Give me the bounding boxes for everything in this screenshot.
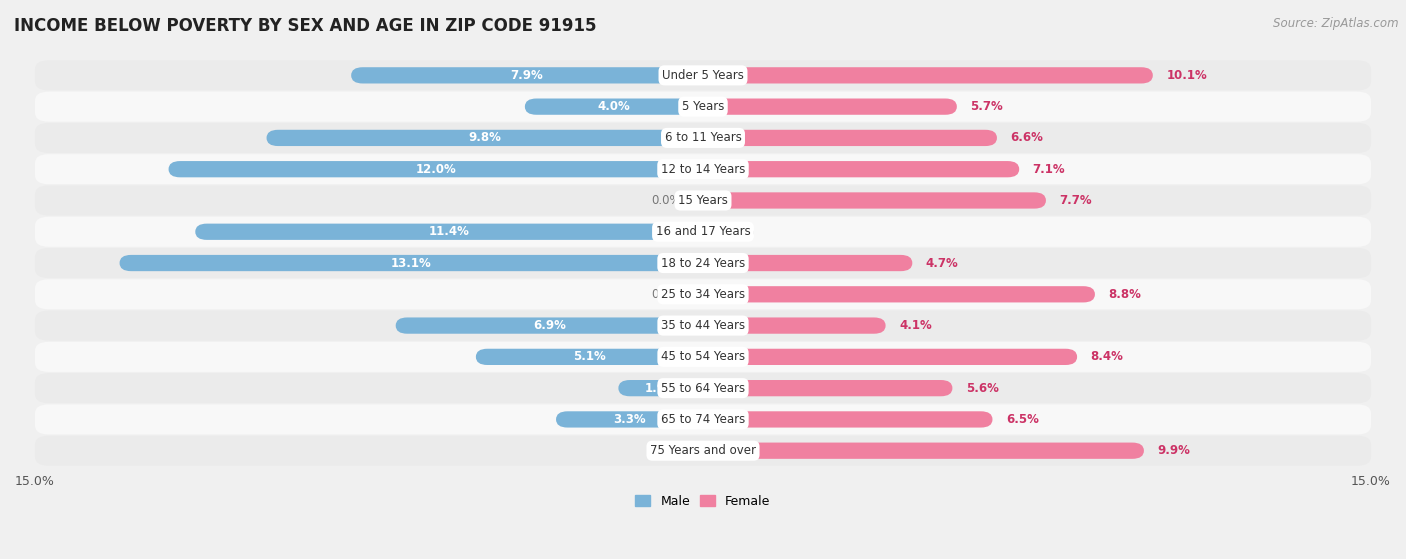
FancyBboxPatch shape <box>703 161 1019 177</box>
FancyBboxPatch shape <box>703 98 957 115</box>
Text: 7.9%: 7.9% <box>510 69 544 82</box>
Text: 3.3%: 3.3% <box>613 413 645 426</box>
FancyBboxPatch shape <box>703 318 886 334</box>
FancyBboxPatch shape <box>395 318 703 334</box>
Text: 5.1%: 5.1% <box>574 350 606 363</box>
Text: 75 Years and over: 75 Years and over <box>650 444 756 457</box>
Text: 9.8%: 9.8% <box>468 131 501 144</box>
Text: 8.4%: 8.4% <box>1091 350 1123 363</box>
Text: 7.1%: 7.1% <box>1032 163 1066 176</box>
Text: 1.9%: 1.9% <box>644 382 678 395</box>
FancyBboxPatch shape <box>169 161 703 177</box>
FancyBboxPatch shape <box>524 98 703 115</box>
FancyBboxPatch shape <box>703 255 912 271</box>
FancyBboxPatch shape <box>703 411 993 428</box>
FancyBboxPatch shape <box>35 92 1371 122</box>
Text: 18 to 24 Years: 18 to 24 Years <box>661 257 745 269</box>
Text: 65 to 74 Years: 65 to 74 Years <box>661 413 745 426</box>
FancyBboxPatch shape <box>35 60 1371 91</box>
Text: 0.0%: 0.0% <box>651 288 681 301</box>
Text: 6.9%: 6.9% <box>533 319 565 332</box>
Text: 6.5%: 6.5% <box>1005 413 1039 426</box>
Text: 0.0%: 0.0% <box>651 194 681 207</box>
Text: 25 to 34 Years: 25 to 34 Years <box>661 288 745 301</box>
FancyBboxPatch shape <box>35 248 1371 278</box>
FancyBboxPatch shape <box>120 255 703 271</box>
Text: 5.7%: 5.7% <box>970 100 1002 113</box>
Text: 4.7%: 4.7% <box>925 257 959 269</box>
FancyBboxPatch shape <box>195 224 703 240</box>
FancyBboxPatch shape <box>703 67 1153 83</box>
Text: 9.9%: 9.9% <box>1157 444 1189 457</box>
FancyBboxPatch shape <box>703 224 721 240</box>
Text: 5.6%: 5.6% <box>966 382 998 395</box>
Legend: Male, Female: Male, Female <box>630 490 776 513</box>
Text: 6 to 11 Years: 6 to 11 Years <box>665 131 741 144</box>
Text: 0.0%: 0.0% <box>651 444 681 457</box>
Text: 35 to 44 Years: 35 to 44 Years <box>661 319 745 332</box>
Text: 7.7%: 7.7% <box>1059 194 1092 207</box>
FancyBboxPatch shape <box>703 349 1077 365</box>
FancyBboxPatch shape <box>35 154 1371 184</box>
FancyBboxPatch shape <box>35 280 1371 309</box>
FancyBboxPatch shape <box>685 443 703 459</box>
Text: 16 and 17 Years: 16 and 17 Years <box>655 225 751 238</box>
Text: 0.0%: 0.0% <box>725 225 755 238</box>
FancyBboxPatch shape <box>703 130 997 146</box>
FancyBboxPatch shape <box>35 311 1371 340</box>
Text: 55 to 64 Years: 55 to 64 Years <box>661 382 745 395</box>
Text: Source: ZipAtlas.com: Source: ZipAtlas.com <box>1274 17 1399 30</box>
Text: Under 5 Years: Under 5 Years <box>662 69 744 82</box>
FancyBboxPatch shape <box>35 435 1371 466</box>
FancyBboxPatch shape <box>619 380 703 396</box>
FancyBboxPatch shape <box>35 123 1371 153</box>
FancyBboxPatch shape <box>703 380 952 396</box>
Text: 11.4%: 11.4% <box>429 225 470 238</box>
Text: 12 to 14 Years: 12 to 14 Years <box>661 163 745 176</box>
Text: 13.1%: 13.1% <box>391 257 432 269</box>
FancyBboxPatch shape <box>703 443 1144 459</box>
FancyBboxPatch shape <box>35 342 1371 372</box>
FancyBboxPatch shape <box>352 67 703 83</box>
FancyBboxPatch shape <box>555 411 703 428</box>
FancyBboxPatch shape <box>267 130 703 146</box>
FancyBboxPatch shape <box>35 373 1371 403</box>
FancyBboxPatch shape <box>685 192 703 209</box>
FancyBboxPatch shape <box>703 192 1046 209</box>
Text: 5 Years: 5 Years <box>682 100 724 113</box>
Text: 6.6%: 6.6% <box>1011 131 1043 144</box>
Text: 8.8%: 8.8% <box>1108 288 1142 301</box>
Text: 15 Years: 15 Years <box>678 194 728 207</box>
FancyBboxPatch shape <box>475 349 703 365</box>
Text: 12.0%: 12.0% <box>415 163 456 176</box>
Text: INCOME BELOW POVERTY BY SEX AND AGE IN ZIP CODE 91915: INCOME BELOW POVERTY BY SEX AND AGE IN Z… <box>14 17 596 35</box>
Text: 45 to 54 Years: 45 to 54 Years <box>661 350 745 363</box>
FancyBboxPatch shape <box>35 217 1371 247</box>
FancyBboxPatch shape <box>35 404 1371 434</box>
Text: 4.1%: 4.1% <box>898 319 932 332</box>
Text: 10.1%: 10.1% <box>1166 69 1206 82</box>
FancyBboxPatch shape <box>685 286 703 302</box>
FancyBboxPatch shape <box>703 286 1095 302</box>
FancyBboxPatch shape <box>35 186 1371 215</box>
Text: 4.0%: 4.0% <box>598 100 630 113</box>
